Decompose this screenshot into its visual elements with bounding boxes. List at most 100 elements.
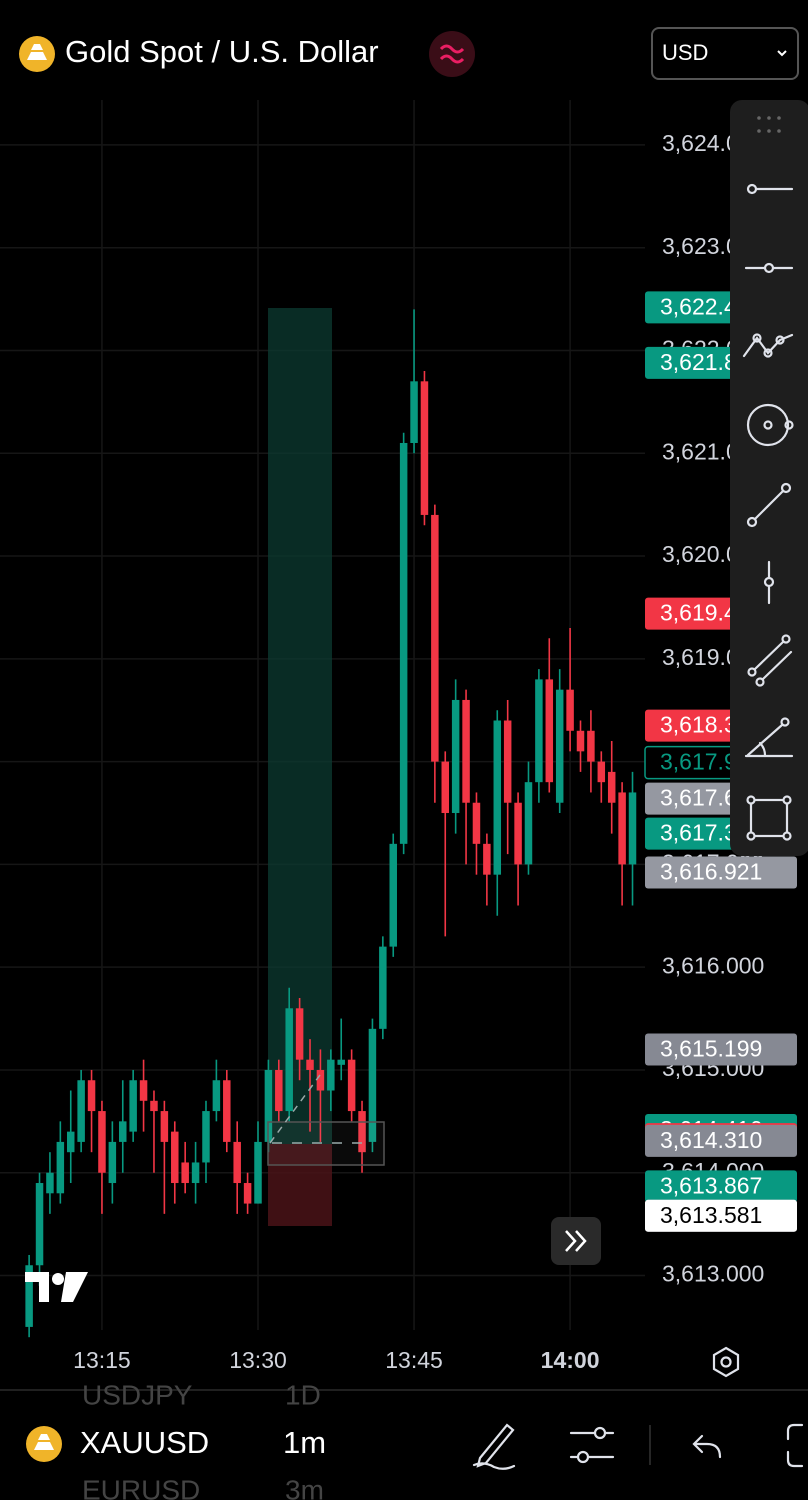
y-tick-label: 3,616.000	[662, 952, 764, 978]
x-tick-label: 13:30	[229, 1347, 287, 1373]
x-tick-label: 14:00	[541, 1347, 600, 1373]
candle-body	[150, 1100, 158, 1112]
candle-body	[254, 1141, 262, 1204]
candle-body	[566, 689, 574, 731]
list-symbol: EURUSD	[82, 1474, 200, 1500]
candle-body	[493, 720, 502, 875]
data-badge[interactable]	[429, 31, 475, 77]
price-label: 3,614.310	[660, 1127, 762, 1153]
tool-trend-line[interactable]	[746, 482, 792, 528]
candle-body	[555, 689, 564, 803]
interval[interactable]: 1m	[283, 1425, 326, 1460]
loss-zone[interactable]	[268, 1144, 332, 1226]
gold-icon	[34, 1434, 54, 1450]
candle-body	[191, 1162, 200, 1184]
candle-body	[25, 1265, 33, 1327]
price-label: 3,615.199	[660, 1036, 762, 1062]
price-label-bg	[645, 1124, 797, 1157]
y-tick-label: 3,613.000	[662, 1261, 764, 1287]
x-tick-label: 13:15	[73, 1347, 131, 1373]
candle-body	[368, 1028, 377, 1142]
candle-body	[275, 1069, 283, 1112]
settings-button[interactable]	[712, 1346, 740, 1378]
candle-body	[160, 1111, 169, 1142]
candle-body	[306, 1059, 314, 1070]
candle-body	[431, 514, 439, 762]
currency-label: USD	[662, 40, 708, 65]
symbol-title: Gold Spot / U.S. Dollar	[65, 34, 379, 69]
undo-button[interactable]	[692, 1434, 722, 1459]
tool-path[interactable]	[742, 333, 794, 358]
candle-body	[264, 1069, 273, 1142]
candle-body	[483, 843, 491, 875]
candle-body	[514, 802, 522, 865]
draw-button[interactable]	[472, 1423, 516, 1470]
candle-body	[545, 679, 554, 783]
candle-body	[420, 381, 429, 515]
candle-body	[503, 720, 512, 803]
candle-body	[535, 679, 543, 783]
list-symbol: USDJPY	[82, 1379, 193, 1410]
x-tick-label: 13:45	[385, 1347, 443, 1373]
price-label-bg	[645, 1170, 797, 1203]
candle-body	[316, 1069, 325, 1091]
candles	[25, 309, 637, 1338]
candle-body	[524, 782, 533, 865]
indicators-button[interactable]	[569, 1426, 615, 1464]
candle-body	[171, 1131, 179, 1184]
candle-body	[472, 802, 481, 844]
selection-box[interactable]	[267, 1121, 385, 1166]
drawing-toolbar	[730, 100, 808, 856]
fullscreen-button[interactable]	[786, 1423, 804, 1468]
tool-parallel-channel[interactable]	[747, 634, 793, 687]
candle-body	[399, 442, 408, 844]
candle-body	[181, 1162, 189, 1184]
currency-select[interactable]	[651, 27, 799, 80]
candle-body	[223, 1080, 231, 1142]
list-interval: 3m	[285, 1474, 324, 1500]
candle-body	[597, 761, 606, 783]
tool-horizontal-line[interactable]	[744, 262, 794, 274]
gold-icon	[27, 44, 47, 60]
list-interval: 1D	[285, 1379, 321, 1410]
symbol[interactable]: XAUUSD	[80, 1425, 209, 1460]
price-label-bg	[645, 856, 797, 889]
price-label-bg	[645, 1199, 797, 1232]
candle-body	[295, 1008, 304, 1060]
candle-body	[462, 699, 470, 803]
tool-circle[interactable]	[746, 403, 794, 447]
candle-body	[233, 1141, 241, 1184]
price-label: 3,616.921	[660, 859, 762, 885]
candle-body	[87, 1080, 96, 1112]
chevron	[777, 50, 787, 57]
price-label: 3,613.867	[660, 1172, 762, 1198]
candle-body	[202, 1111, 210, 1163]
drawing-line[interactable]	[269, 1074, 321, 1144]
candle-body	[410, 381, 418, 443]
candle-body	[56, 1141, 65, 1194]
candle-body	[108, 1141, 117, 1184]
tv-logo	[25, 1272, 88, 1302]
candle-body	[66, 1131, 75, 1153]
tool-horizontal-ray[interactable]	[746, 183, 794, 195]
candle-body	[212, 1080, 221, 1112]
double-chevron	[565, 1230, 587, 1252]
tool-angle[interactable]	[744, 717, 794, 758]
tool-vertical-line[interactable]	[763, 560, 775, 605]
candle-body	[35, 1183, 44, 1266]
candle-body	[607, 771, 616, 803]
candle-body	[358, 1111, 366, 1153]
candle-body	[628, 792, 637, 865]
candle-body	[587, 730, 595, 762]
candle-body	[576, 730, 585, 752]
tool-rectangle[interactable]	[746, 795, 792, 841]
approx-icon	[439, 44, 465, 64]
candle-body	[337, 1059, 345, 1065]
drag-handle	[757, 116, 781, 133]
candle-body	[389, 843, 397, 947]
candle-body	[119, 1121, 127, 1142]
time-axis: 13:15 13:30 13:45 14:00	[73, 1347, 599, 1373]
candle-body	[243, 1183, 252, 1204]
